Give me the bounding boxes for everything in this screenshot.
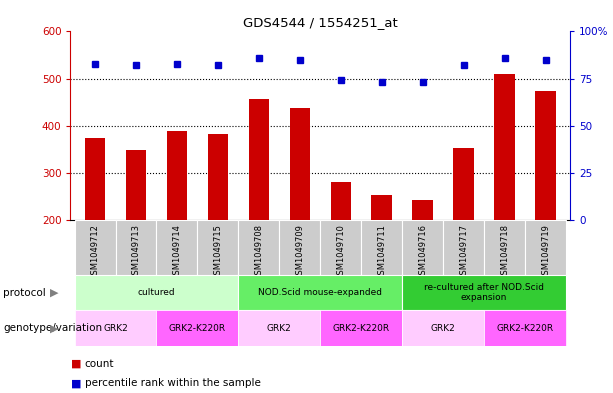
Bar	[156, 220, 197, 275]
Bar	[535, 91, 556, 220]
Text: GRK2-K220R: GRK2-K220R	[497, 324, 554, 332]
Text: GSM1049714: GSM1049714	[172, 224, 181, 280]
Text: GSM1049716: GSM1049716	[418, 224, 427, 281]
Text: GSM1049718: GSM1049718	[500, 224, 509, 281]
Text: count: count	[85, 358, 114, 369]
Text: GRK2: GRK2	[267, 324, 292, 332]
Bar	[75, 275, 238, 310]
Text: ▶: ▶	[50, 288, 59, 298]
Text: GSM1049712: GSM1049712	[91, 224, 99, 280]
Bar	[197, 220, 238, 275]
Text: GRK2: GRK2	[103, 324, 128, 332]
Bar	[75, 220, 115, 275]
Bar	[402, 275, 566, 310]
Text: GRK2-K220R: GRK2-K220R	[169, 324, 226, 332]
Text: GRK2: GRK2	[431, 324, 455, 332]
Bar	[156, 310, 238, 346]
Bar	[413, 200, 433, 220]
Text: re-cultured after NOD.Scid
expansion: re-cultured after NOD.Scid expansion	[424, 283, 544, 303]
Bar	[371, 195, 392, 220]
Bar	[238, 275, 402, 310]
Bar	[238, 310, 320, 346]
Bar	[484, 310, 566, 346]
Bar	[238, 220, 280, 275]
Text: ▶: ▶	[50, 323, 59, 333]
Bar	[280, 220, 320, 275]
Bar	[75, 310, 156, 346]
Bar	[443, 220, 484, 275]
Text: cultured: cultured	[138, 288, 175, 297]
Text: NOD.Scid mouse-expanded: NOD.Scid mouse-expanded	[258, 288, 383, 297]
Bar	[85, 138, 105, 220]
Text: GSM1049715: GSM1049715	[213, 224, 223, 280]
Bar	[167, 131, 187, 220]
Bar	[454, 149, 474, 220]
Text: GSM1049719: GSM1049719	[541, 224, 550, 280]
Text: genotype/variation: genotype/variation	[3, 323, 102, 333]
Text: percentile rank within the sample: percentile rank within the sample	[85, 378, 261, 388]
Bar	[320, 310, 402, 346]
Text: GSM1049713: GSM1049713	[132, 224, 140, 281]
Bar	[320, 220, 361, 275]
Bar	[126, 150, 147, 220]
Bar	[484, 220, 525, 275]
Text: GSM1049710: GSM1049710	[337, 224, 345, 280]
Text: protocol: protocol	[3, 288, 46, 298]
Text: ■: ■	[70, 358, 81, 369]
Bar	[115, 220, 156, 275]
Text: ■: ■	[70, 378, 81, 388]
Bar	[249, 99, 269, 220]
Bar	[494, 74, 515, 220]
Bar	[402, 310, 484, 346]
Text: GSM1049711: GSM1049711	[377, 224, 386, 280]
Text: GSM1049717: GSM1049717	[459, 224, 468, 281]
Bar	[361, 220, 402, 275]
Bar	[208, 134, 228, 220]
Bar	[525, 220, 566, 275]
Bar	[402, 220, 443, 275]
Text: GRK2-K220R: GRK2-K220R	[333, 324, 390, 332]
Text: GSM1049709: GSM1049709	[295, 224, 304, 280]
Title: GDS4544 / 1554251_at: GDS4544 / 1554251_at	[243, 16, 398, 29]
Bar	[289, 108, 310, 220]
Bar	[330, 182, 351, 220]
Text: GSM1049708: GSM1049708	[254, 224, 264, 281]
